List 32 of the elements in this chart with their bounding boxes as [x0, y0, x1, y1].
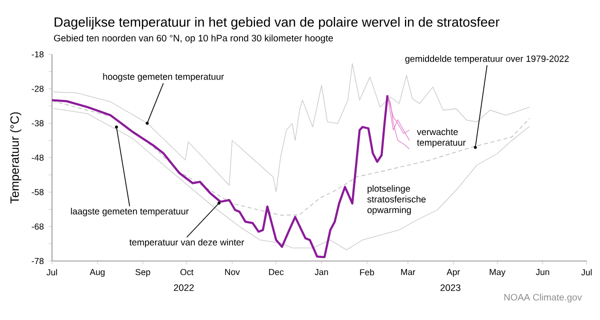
annotation: plotselinge stratosferische opwarming [367, 185, 426, 215]
annotation: hoogste gemeten temperatuur [103, 73, 224, 82]
x-tick-label: Nov [225, 269, 240, 276]
y-tick-label: -28 [32, 86, 44, 92]
text: NOAA Climate.gov [504, 294, 582, 302]
chart-subtitle: Gebied ten noorden van 60 °N, op 10 hPa rond 30 kilometer hoogte [54, 34, 333, 44]
text: 2023 [440, 284, 460, 291]
x-tick-label: Jan [314, 269, 328, 276]
y-tick-label: -48 [32, 154, 44, 161]
y-tick-label: -38 [32, 120, 44, 126]
annotation: gemiddelde temperatuur over 1979-2022 [405, 55, 569, 64]
x-tick-label: Sep [136, 269, 150, 277]
x-tick-label: Jul [46, 269, 57, 276]
text: 2022 [174, 284, 194, 291]
x-tick-label: Feb [360, 269, 374, 276]
y-tick-label: -58 [32, 189, 44, 196]
x-tick-label: Jul [581, 269, 592, 276]
x-tick-label: May [490, 269, 506, 277]
y-tick-label: -78 [32, 258, 44, 264]
x-tick-label: Dec [269, 269, 284, 276]
annotation: laagste gemeten temperatuur [71, 208, 189, 216]
y-axis-title: Temperatuur (°C) [10, 112, 22, 204]
annotation: temperatuur van deze winter [129, 238, 244, 248]
y-tick-label: -18 [32, 51, 44, 58]
chart-title: Dagelijkse temperatuur in het gebied van de polaire wervel in de stratosfeer [54, 16, 500, 30]
y-tick-label: -68 [32, 223, 44, 230]
x-tick-label: Mar [401, 269, 416, 276]
x-tick-label: Jun [536, 269, 550, 276]
x-tick-label: Aug [90, 269, 105, 277]
x-tick-label: Apr [446, 269, 460, 277]
x-tick-label: Oct [180, 269, 194, 276]
annotation: verwachte temperatuur [416, 128, 466, 148]
